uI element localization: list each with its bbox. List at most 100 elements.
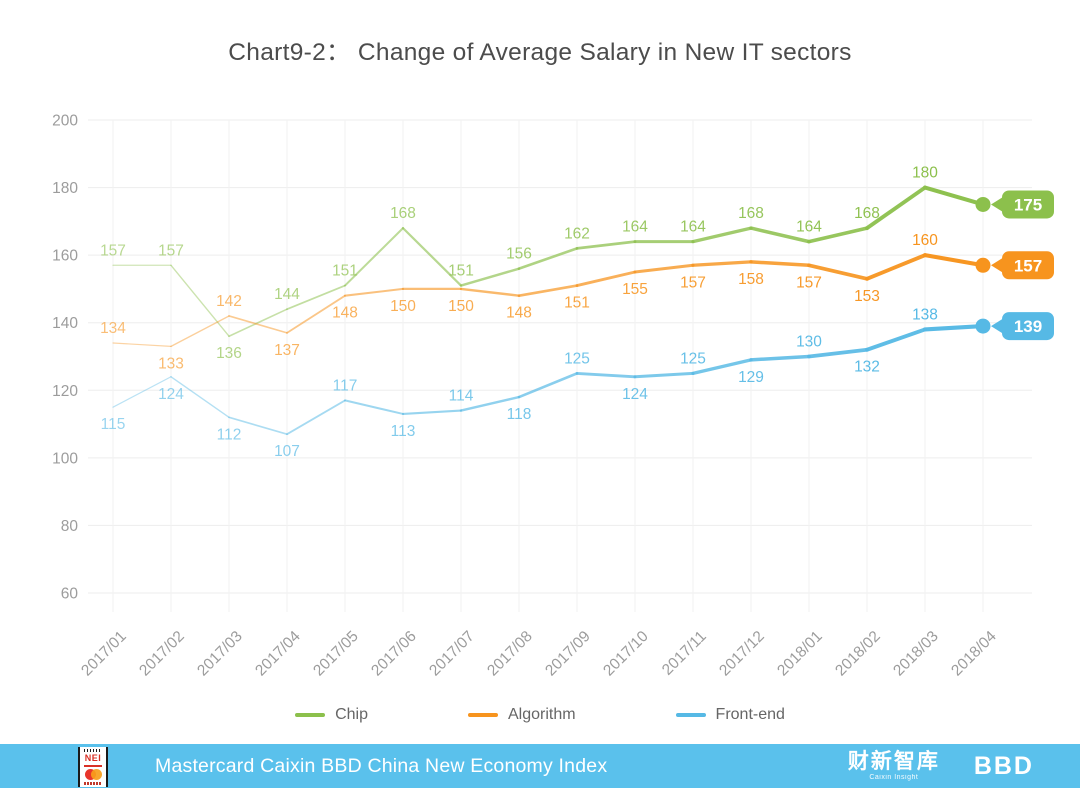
- data-label: 157: [680, 274, 706, 291]
- footer-bar: NEI Mastercard Caixin BBD China New Econ…: [0, 744, 1080, 788]
- x-axis-tick-label: 2017/08: [484, 628, 536, 680]
- data-label: 160: [912, 232, 938, 249]
- legend-swatch-front-end: [675, 713, 706, 717]
- mastercard-red-circle: [84, 769, 96, 780]
- data-label: 125: [680, 350, 706, 367]
- series-segment-front-end: [575, 371, 637, 379]
- series-segment-algorithm: [922, 253, 986, 268]
- x-axis-tick-label: 2017/10: [600, 628, 652, 680]
- caixin-insight-logo-text: 财新智库: [847, 750, 940, 773]
- series-end-dot: [975, 196, 991, 212]
- badge-arrow: [991, 257, 1003, 273]
- series-segment-front-end: [691, 358, 753, 376]
- series-segment-algorithm: [865, 253, 927, 281]
- series-segment-chip: [749, 226, 811, 244]
- x-axis-tick-label: 2017/02: [136, 628, 188, 680]
- data-label: 134: [100, 320, 126, 337]
- data-label: 158: [738, 271, 764, 288]
- data-label: 144: [274, 286, 300, 303]
- data-label: 124: [158, 386, 184, 403]
- data-label: 132: [854, 359, 880, 376]
- x-axis-tick-label: 2017/11: [659, 628, 710, 679]
- chart-title: Chart9-2： Change of Average Salary in Ne…: [228, 39, 852, 66]
- series-segment-algorithm: [459, 287, 521, 297]
- series-segment-algorithm: [517, 284, 579, 298]
- series-segment-chip: [343, 227, 405, 287]
- series-segment-chip: [401, 226, 463, 287]
- nei-logo-barcode: [84, 749, 102, 752]
- x-axis-tick-label: 2017/12: [716, 628, 768, 680]
- data-label: 137: [274, 342, 300, 359]
- series-segment-algorithm: [286, 294, 346, 334]
- series-segment-chip: [807, 226, 869, 244]
- y-axis-tick-label: 140: [52, 315, 78, 332]
- caixin-insight-logo-subtext: Caixin Insight: [869, 774, 919, 781]
- data-label: 133: [158, 355, 184, 372]
- end-value-badge: [1002, 312, 1054, 341]
- data-label: 151: [448, 263, 474, 280]
- series-segment-front-end: [807, 347, 869, 359]
- legend-label: Front-end: [715, 706, 785, 723]
- x-axis-tick-label: 2017/01: [78, 628, 130, 680]
- series-segment-front-end: [922, 324, 986, 332]
- nei-logo-redbar: [84, 765, 102, 767]
- end-value-badge: [1002, 190, 1054, 219]
- x-axis-tick-label: 2018/02: [832, 628, 884, 680]
- y-axis-tick-label: 180: [52, 180, 78, 197]
- data-label: 153: [854, 288, 880, 305]
- x-axis-tick-label: 2017/05: [310, 628, 362, 680]
- series-segment-chip: [575, 240, 637, 250]
- legend-item-chip[interactable]: Chip: [295, 706, 368, 724]
- data-label: 129: [738, 369, 764, 386]
- y-axis-tick-label: 100: [52, 450, 78, 467]
- legend-swatch-algorithm: [467, 713, 498, 717]
- data-label: 164: [680, 219, 706, 236]
- x-axis-tick-label: 2017/09: [542, 628, 594, 680]
- data-label: 155: [622, 281, 648, 298]
- data-label: 115: [101, 416, 126, 433]
- y-axis-tick-label: 60: [61, 586, 79, 603]
- x-axis-tick-label: 2018/04: [948, 628, 1000, 680]
- y-axis-tick-label: 80: [61, 518, 79, 535]
- x-axis-tick-label: 2017/07: [426, 628, 478, 680]
- series-segment-algorithm: [112, 342, 172, 347]
- data-label: 136: [216, 345, 242, 362]
- series-segment-chip: [459, 267, 521, 287]
- data-label: 168: [738, 205, 764, 222]
- data-label: 150: [390, 298, 416, 315]
- legend-label: Chip: [335, 706, 368, 723]
- data-label: 138: [912, 306, 938, 323]
- nei-logo: NEI: [78, 747, 108, 787]
- series-segment-algorithm: [575, 270, 637, 287]
- series-segment-front-end: [343, 399, 405, 415]
- series-segment-front-end: [286, 399, 346, 436]
- data-label: 113: [391, 423, 416, 440]
- end-value-badge-text: 175: [1014, 195, 1042, 214]
- footer-logos: 财新智库 Caixin Insight BBD: [848, 744, 1034, 788]
- bbd-logo: BBD: [973, 751, 1034, 780]
- series-segment-front-end: [865, 327, 927, 352]
- y-axis-tick-label: 120: [52, 383, 78, 400]
- footer-title: Mastercard Caixin BBD China New Economy …: [155, 755, 608, 777]
- series-segment-front-end: [459, 395, 521, 412]
- data-label: 157: [796, 274, 822, 291]
- x-axis-tick-label: 2017/04: [252, 628, 304, 680]
- series-segment-front-end: [170, 376, 230, 419]
- data-label: 157: [100, 242, 126, 259]
- data-label: 151: [332, 263, 358, 280]
- legend-label: Algorithm: [507, 706, 576, 723]
- caixin-insight-logo: 财新智库 Caixin Insight: [848, 751, 940, 781]
- series-segment-chip: [691, 226, 753, 244]
- x-axis-tick-label: 2018/03: [890, 628, 942, 680]
- end-value-badge: [1002, 251, 1054, 280]
- badge-arrow: [991, 318, 1003, 334]
- legend-item-front-end[interactable]: Front-end: [675, 706, 785, 724]
- data-label: 164: [796, 219, 822, 236]
- series-segment-chip: [865, 185, 927, 231]
- data-label: 156: [506, 246, 532, 263]
- end-value-badge-text: 139: [1014, 317, 1042, 336]
- data-label: 107: [274, 443, 300, 460]
- legend-item-algorithm[interactable]: Algorithm: [467, 706, 576, 724]
